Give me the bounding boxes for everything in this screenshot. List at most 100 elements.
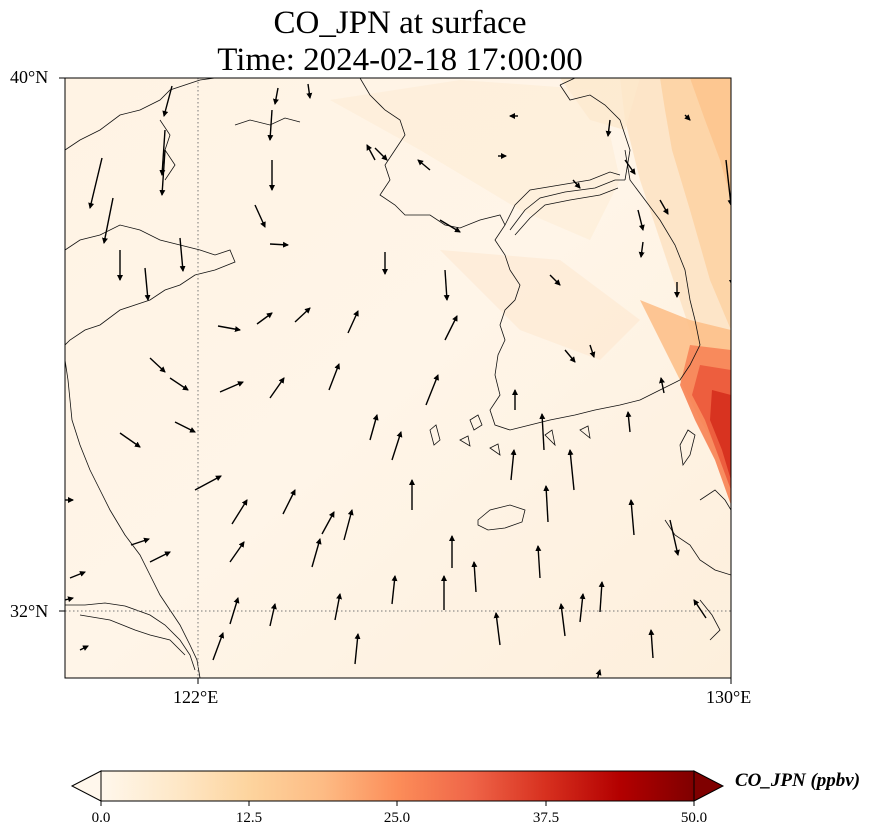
wind-arrow	[391, 431, 403, 461]
colorbar	[70, 770, 725, 806]
wind-arrow	[535, 545, 542, 579]
colorbar-tick-3: 37.5	[532, 810, 560, 826]
wind-arrow	[543, 485, 550, 523]
wind-arrow	[444, 315, 458, 341]
wind-arrow	[343, 509, 354, 541]
colorbar-tick-0: 0.0	[91, 810, 111, 826]
wind-arrow	[79, 645, 89, 651]
wind-arrow	[294, 307, 311, 323]
colorbar-label: CO_JPN (ppbv)	[735, 770, 861, 791]
wind-arrow	[334, 593, 343, 621]
wind-arrow	[624, 159, 636, 175]
wind-arrow	[88, 157, 103, 209]
map-panel	[65, 78, 731, 678]
wind-arrow	[572, 179, 581, 189]
wind-arrow	[595, 669, 602, 678]
wind-arrow	[374, 147, 388, 161]
wind-arrow	[69, 571, 86, 579]
wind-arrow	[282, 489, 296, 515]
wind-arrow	[443, 269, 450, 301]
wind-arrow	[637, 209, 645, 231]
wind-arrow	[256, 312, 273, 325]
wind-arrow	[659, 377, 665, 394]
wind-arrow	[471, 561, 478, 593]
wind-arrow	[149, 551, 171, 563]
wind-arrow	[102, 197, 114, 244]
wind-arrow	[625, 411, 632, 433]
wind-arrow	[510, 449, 517, 481]
wind-arrow	[174, 421, 196, 433]
wind-arrow	[321, 511, 335, 535]
colorbar-tick-1: 12.5	[235, 810, 263, 826]
wind-arrow	[579, 593, 586, 623]
wind-arrow	[269, 241, 289, 248]
wind-arrow	[558, 603, 566, 637]
wind-arrow	[311, 538, 322, 568]
wind-arrow	[567, 449, 575, 491]
lat-tick-label-40n: 40°N	[10, 67, 49, 87]
colorbar-tick-2: 25.0	[383, 810, 411, 826]
wind-arrow	[269, 377, 285, 399]
wind-arrow	[347, 310, 359, 334]
wind-arrow	[217, 325, 241, 333]
wind-arrow	[659, 199, 669, 215]
lon-tick-label-130e: 130°E	[706, 687, 752, 707]
colorbar-tick-4: 50.0	[680, 810, 708, 826]
wind-arrow	[684, 114, 691, 121]
wind-arrow	[539, 413, 546, 451]
gridlines	[65, 78, 731, 678]
wind-arrow	[589, 344, 596, 358]
wind-arrow	[369, 414, 379, 441]
wind-arrow	[159, 149, 166, 196]
wind-arrow	[693, 599, 707, 619]
wind-arrow	[439, 219, 461, 233]
wind-arrow	[159, 129, 166, 176]
wind-arrow	[425, 374, 439, 406]
wind-arrow	[212, 632, 225, 661]
wind-arrow	[267, 109, 274, 141]
lat-tick-label-32n: 32°N	[10, 601, 49, 621]
axis-ticks	[59, 77, 732, 684]
wind-arrow	[162, 85, 173, 117]
wind-arrow	[391, 575, 398, 605]
wind-arrow	[149, 357, 166, 373]
wind-arrow	[254, 204, 266, 228]
wind-arrow	[219, 381, 244, 393]
wind-arrow	[65, 596, 74, 603]
concentration-plume	[330, 78, 731, 505]
wind-arrow	[354, 633, 361, 665]
wind-arrow	[328, 363, 341, 391]
map-title: CO_JPN at surface	[273, 5, 527, 41]
wind-arrow	[669, 519, 680, 556]
wind-arrow	[306, 83, 313, 99]
wind-arrow	[231, 499, 248, 525]
wind-vectors	[65, 83, 731, 678]
wind-arrow	[628, 499, 635, 536]
wind-arrow	[638, 241, 645, 258]
map-subtitle-time: Time: 2024-02-18 17:00:00	[217, 42, 583, 78]
colorbar-extend-min	[70, 770, 102, 802]
concentration-field-background	[65, 78, 731, 678]
wind-arrow	[564, 349, 576, 363]
wind-arrow	[417, 159, 431, 171]
wind-arrow	[229, 597, 240, 625]
wind-arrow	[229, 541, 245, 563]
wind-arrow	[144, 267, 151, 301]
colorbar-extend-max	[693, 770, 725, 802]
wind-arrow	[493, 612, 501, 646]
wind-arrow	[269, 603, 277, 627]
wind-arrow	[598, 581, 605, 613]
wind-arrow	[605, 119, 612, 137]
wind-arrow	[119, 432, 141, 448]
map-frame	[64, 77, 732, 679]
colorbar-bar	[100, 770, 695, 802]
wind-arrow	[179, 237, 186, 272]
lon-tick-label-122e: 122°E	[173, 687, 219, 707]
wind-arrow	[169, 377, 189, 391]
wind-arrow	[272, 87, 279, 105]
wind-arrow	[648, 629, 655, 659]
wind-arrow	[130, 537, 150, 546]
coastlines	[65, 78, 731, 678]
wind-arrow	[194, 475, 222, 491]
